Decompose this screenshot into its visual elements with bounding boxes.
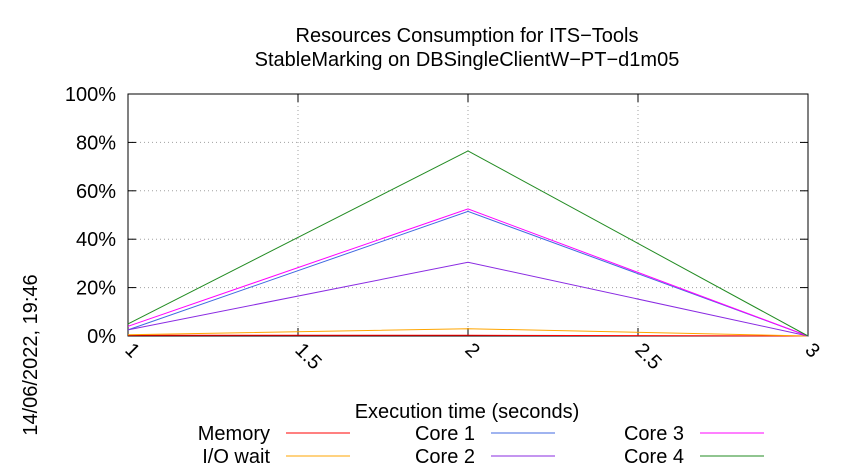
x-tick-label: 2 [460,339,483,362]
chart-title-line1: Resources Consumption for ITS−Tools [296,25,639,47]
legend-label-core-4: Core 4 [624,446,684,468]
series-line-i-o-wait [127,328,809,337]
x-tick-label: 1 [120,339,143,362]
series-line-core-4 [127,150,809,337]
legend-label-memory: Memory [198,423,270,445]
y-tick-label: 20% [76,278,116,300]
x-tick-label: 1.5 [290,339,325,374]
x-tick-label: 3 [800,339,823,362]
series-lines [127,150,809,337]
legend-label-core-2: Core 2 [415,446,475,468]
series-line-core-3 [127,208,809,337]
grid-lines [128,94,808,336]
legend-label-core-1: Core 1 [415,423,475,445]
y-tick-label: 0% [87,326,116,348]
y-tick-label: 60% [76,181,116,203]
y-tick-label: 40% [76,229,116,251]
y-tick-label: 80% [76,132,116,154]
axis-ticks: 0% 20% 40% 60% 80% 100% 1 1.5 2 2.5 3 [65,84,824,374]
series-line-core-1 [127,210,809,337]
chart-title-line2: StableMarking on DBSingleClientW−PT−d1m0… [255,49,680,71]
timestamp-label: 14/06/2022, 19:46 [20,274,42,435]
x-tick-label: 2.5 [630,339,665,374]
legend-label-i-o-wait: I/O wait [202,446,270,468]
legend-label-core-3: Core 3 [624,423,684,445]
y-tick-label: 100% [65,84,116,106]
series-line-core-2 [127,261,809,337]
x-axis-label: Execution time (seconds) [355,401,580,423]
series-line-memory [128,334,809,337]
